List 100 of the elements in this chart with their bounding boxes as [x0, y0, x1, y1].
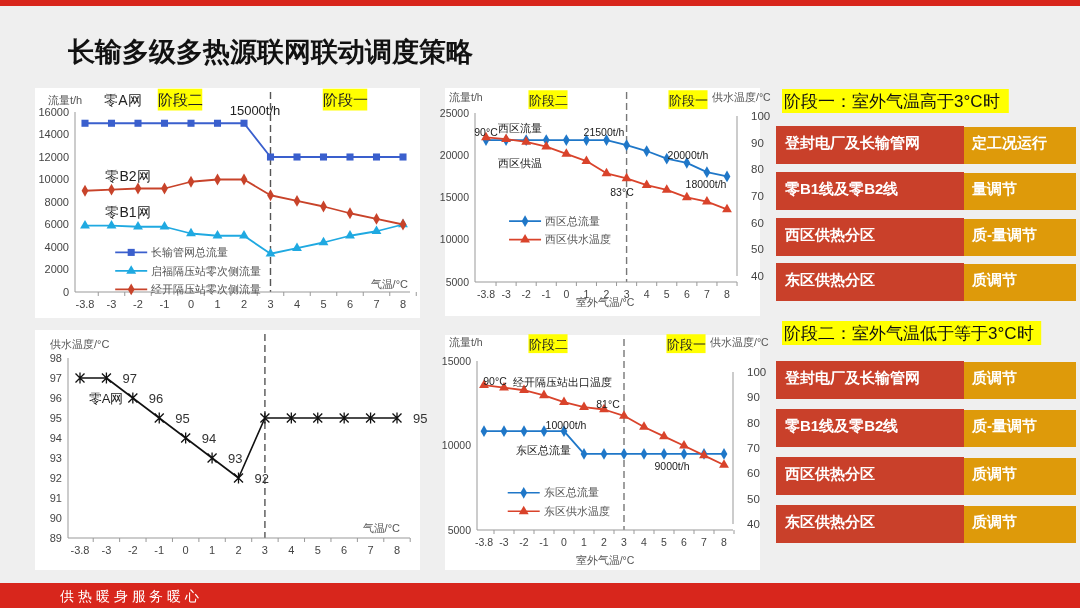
point	[661, 184, 672, 193]
y-tick-label: 16000	[38, 105, 69, 118]
x-tick-label: 7	[373, 298, 380, 310]
legend-label: 东区总流量	[543, 486, 599, 499]
point	[312, 411, 323, 425]
y-axis-title: 流量t/h	[449, 91, 483, 103]
point	[159, 221, 170, 230]
x-tick-label: 3	[267, 298, 274, 310]
y-tick-label: 10000	[38, 173, 69, 186]
y-axis-title: 流量t/h	[449, 336, 483, 348]
point	[292, 242, 302, 251]
y-tick-label: 5000	[445, 275, 470, 288]
point	[722, 203, 732, 213]
x-tick-label: 6	[683, 287, 690, 300]
x-tick-label: -1	[541, 287, 552, 300]
annotation: 零B2网	[105, 167, 151, 184]
point	[265, 248, 276, 257]
x-tick-label: 1	[209, 544, 216, 556]
point	[621, 172, 632, 182]
point	[619, 410, 629, 419]
x-tick-label: -2	[127, 544, 138, 556]
text: 阶段二	[528, 92, 568, 108]
text: 质调节	[971, 465, 1017, 483]
point	[186, 227, 196, 237]
text: 量调节	[971, 180, 1017, 198]
x-tick-label: -3	[106, 298, 117, 310]
point	[559, 396, 569, 405]
x-tick-label: 4	[288, 544, 295, 556]
x-tick-label: -1	[154, 544, 165, 556]
y-tick-label: 93	[49, 451, 62, 464]
point	[319, 153, 328, 161]
x-tick-label: -3	[101, 544, 112, 556]
x-tick-label: 5	[320, 298, 327, 310]
data-label: 93	[228, 450, 243, 466]
point	[639, 421, 649, 430]
point	[399, 153, 407, 161]
annotation: 90°C	[474, 125, 499, 138]
y2-axis-title: 供水温度/°C	[712, 91, 772, 103]
point	[266, 153, 275, 161]
y-tick-label: 91	[49, 491, 62, 504]
x-tick-label: 0	[563, 287, 570, 300]
point	[240, 119, 248, 127]
text: 阶段一	[666, 336, 706, 352]
point	[106, 219, 117, 229]
text: 阶段二：室外气温低于等于3°C时	[784, 323, 1034, 343]
x-tick-label: 8	[724, 287, 731, 300]
annotation: 东区总流量	[515, 443, 571, 456]
data-label: 96	[148, 390, 164, 406]
y-tick-label: 10000	[441, 439, 472, 452]
text: 零A网	[104, 91, 142, 108]
text: 阶段二	[157, 91, 203, 109]
point	[127, 391, 138, 405]
point	[579, 401, 589, 411]
x-tick-label: 5	[314, 544, 321, 556]
legend-label: 长输管网总流量	[151, 246, 229, 259]
x-axis-title: 室外气温/°C	[575, 554, 635, 566]
y-tick-label: 6000	[44, 218, 69, 231]
x-tick-label: -3	[499, 535, 509, 548]
y-tick-label: 89	[49, 531, 62, 544]
point	[681, 191, 692, 201]
annotation: 18000t/h	[685, 177, 727, 190]
y-tick-label: 15000	[439, 191, 470, 204]
text: 长输多级多热源联网联动调度策略	[67, 37, 473, 68]
x-tick-label: 4	[293, 298, 301, 310]
x-tick-label: -3.8	[476, 287, 496, 300]
y-tick-label: 5000	[447, 523, 472, 536]
x-tick-label: 3	[261, 544, 268, 556]
text: 质调节	[971, 271, 1017, 289]
x-tick-label: -3.8	[70, 544, 90, 556]
x-tick-label: 8	[721, 535, 728, 548]
y2-tick-label: 100	[747, 366, 767, 379]
x-tick-label: 0	[561, 535, 568, 548]
legend-label: 西区供水温度	[545, 233, 612, 246]
point	[239, 230, 249, 239]
y2-tick-label: 70	[751, 190, 764, 203]
point	[160, 119, 169, 127]
x-tick-label: -3.8	[75, 298, 95, 310]
point	[719, 459, 729, 468]
y2-tick-label: 90	[747, 391, 760, 404]
point	[318, 236, 329, 246]
x-tick-label: -3.8	[474, 535, 494, 548]
annotation: 9000t/h	[654, 459, 690, 472]
x-tick-label: 7	[367, 544, 374, 556]
text: 东区供热分区	[784, 513, 875, 531]
point	[365, 411, 376, 425]
x-tick-label: 5	[663, 287, 670, 300]
point	[81, 119, 89, 127]
y2-tick-label: 50	[751, 243, 764, 256]
y-tick-label: 8000	[44, 195, 69, 208]
point	[154, 411, 165, 425]
text: 定工况运行	[971, 134, 1047, 152]
y-tick-label: 92	[49, 471, 62, 484]
x-tick-label: 8	[393, 544, 401, 556]
y-tick-label: 94	[49, 431, 62, 444]
text: 质-量调节	[971, 417, 1037, 435]
annotation: 经开隔压站出口温度	[512, 375, 612, 388]
x-tick-label: -1	[159, 298, 170, 310]
x-tick-label: 2	[235, 544, 242, 556]
x-tick-label: 6	[346, 298, 354, 310]
text: 阶段一	[668, 92, 708, 108]
